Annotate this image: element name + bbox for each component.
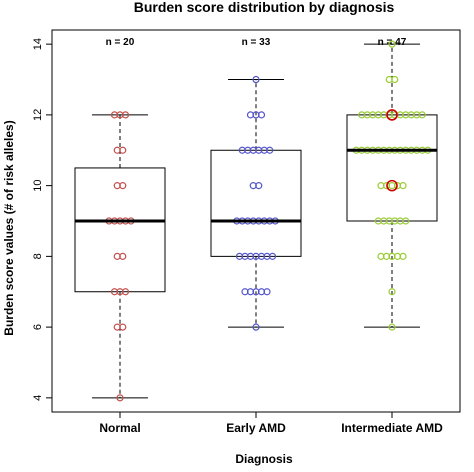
data-point (119, 146, 127, 154)
data-point (116, 394, 124, 402)
data-point (399, 252, 407, 260)
data-point (399, 182, 407, 190)
data-point (388, 40, 396, 48)
y-tick-label: 8 (32, 253, 44, 259)
data-point (119, 323, 127, 331)
data-point (388, 323, 396, 331)
data-point (252, 323, 260, 331)
data-point (388, 288, 396, 296)
data-point (252, 75, 260, 84)
x-tick-label: Early AMD (226, 421, 286, 435)
data-point (255, 182, 263, 190)
y-axis-label: Burden score values (# of risk alleles) (2, 120, 16, 335)
x-tick-label: Intermediate AMD (341, 421, 443, 435)
data-point (121, 111, 130, 119)
y-tick-label: 10 (32, 180, 44, 192)
data-point (257, 111, 266, 119)
data-point (268, 252, 277, 260)
y-tick-label: 14 (32, 38, 44, 50)
count-label: n = 47 (378, 37, 407, 48)
chart-title: Burden score distribution by diagnosis (134, 0, 395, 15)
count-label: n = 33 (242, 37, 271, 48)
data-point (119, 182, 127, 190)
x-tick-label: Normal (99, 421, 140, 435)
highlighted-point (386, 109, 398, 121)
highlighted-point (386, 179, 398, 192)
data-point (266, 146, 274, 154)
box (74, 167, 166, 293)
y-tick-label: 6 (32, 324, 44, 330)
data-point (121, 288, 130, 296)
y-tick-label: 4 (32, 395, 44, 401)
box (210, 149, 302, 257)
data-point (402, 217, 410, 225)
box (346, 114, 438, 222)
data-point (391, 75, 399, 84)
data-point (418, 111, 426, 119)
plot-area: 4 6 8 10 12 14 Normal n = 20 Early AMD n = 33 Inte… (32, 29, 461, 435)
y-tick-label: 12 (32, 109, 44, 121)
data-point (119, 252, 127, 260)
count-label: n = 20 (106, 37, 135, 48)
data-point (263, 288, 271, 296)
x-axis-label: Diagnosis (235, 452, 293, 466)
